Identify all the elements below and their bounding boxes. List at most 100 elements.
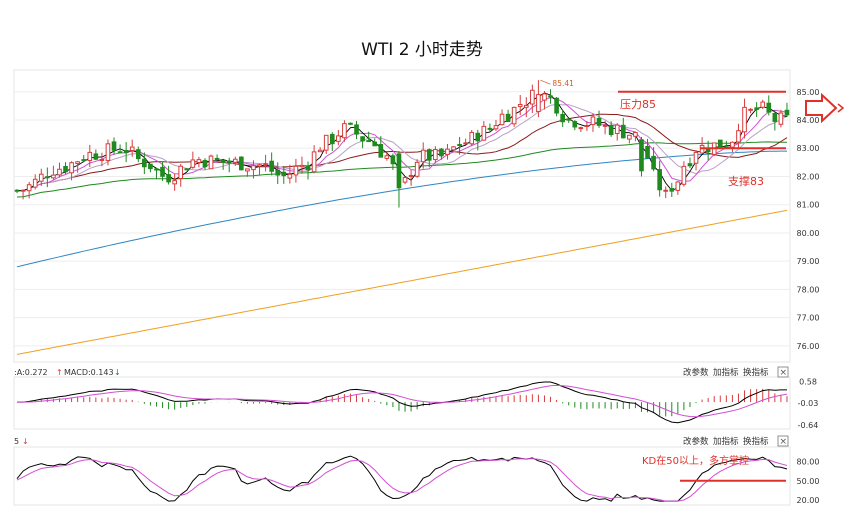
candle-body [590, 116, 596, 126]
panel-button-2[interactable]: 换指标 [743, 367, 769, 378]
price-grid [14, 91, 790, 347]
candle-body [166, 174, 171, 183]
chart-title: WTI 2 小时走势 [361, 40, 483, 60]
candle-body [669, 188, 675, 192]
candle-body [639, 139, 644, 172]
candle-body [566, 118, 572, 121]
candle-body [475, 132, 481, 142]
candle-body [469, 131, 475, 145]
candle-body [263, 163, 268, 166]
candle-body [766, 102, 772, 113]
kd-tick-label: 80.00 [797, 458, 820, 467]
candle-body [390, 155, 396, 165]
candle-body [663, 189, 669, 192]
candle-body [651, 155, 656, 170]
kd-k-line [16, 455, 788, 502]
close-box[interactable] [777, 435, 789, 447]
macd-dea-arrow: ↑ [56, 368, 63, 377]
candle-body [299, 164, 305, 168]
candle-body [208, 155, 214, 170]
price-tick-label: 83.00 [797, 144, 820, 153]
candle-body [378, 144, 384, 158]
candle-body [402, 177, 408, 183]
candle-body [57, 168, 62, 176]
candle-body [420, 149, 426, 163]
resistance-label: 压力85 [620, 98, 656, 111]
candle-body [614, 124, 620, 134]
candle-body [38, 173, 44, 182]
candle-body [311, 151, 317, 173]
price-tick-label: 84.00 [797, 116, 820, 125]
candle-body [226, 160, 232, 164]
candle-body [129, 146, 135, 151]
candle-body [487, 127, 493, 130]
candle-body [687, 163, 693, 167]
panel-button-0[interactable]: 改参数 [683, 436, 709, 447]
candle-body [81, 159, 87, 162]
panel-button-0[interactable]: 改参数 [683, 367, 709, 378]
panel-button-1[interactable]: 加指标 [713, 436, 739, 447]
candle-body [548, 95, 553, 98]
price-tick-label: 82.00 [797, 172, 820, 181]
macd-tick-label: 0.58 [799, 377, 817, 386]
arrow-shape [805, 92, 838, 124]
candle-body [572, 121, 578, 128]
close-box[interactable] [777, 366, 789, 378]
candle-body [602, 124, 608, 127]
candle-body [354, 124, 359, 135]
panel-button-2[interactable]: 换指标 [743, 436, 769, 447]
candle-body [220, 159, 226, 163]
macd-arrow: ↓ [114, 368, 121, 377]
candle-body [596, 117, 602, 126]
candle-body [287, 173, 293, 179]
candle-body [372, 141, 378, 147]
price-tick-label: 79.00 [797, 257, 820, 266]
panel-button-1[interactable]: 加指标 [713, 367, 739, 378]
kd-header-value: 5 [14, 437, 19, 446]
candle-body [20, 189, 26, 192]
candle-body [439, 148, 444, 157]
price-tick-label: 81.00 [797, 201, 820, 210]
candle-body [111, 141, 117, 151]
candle-body [123, 150, 129, 154]
candle-body [184, 168, 190, 171]
candle-body [451, 146, 456, 151]
candle-body [190, 159, 196, 168]
candle-body [117, 151, 123, 154]
price-tick-label: 77.00 [797, 314, 820, 323]
close-icon: × [780, 437, 788, 447]
price-panel [13, 69, 791, 363]
candle-body [93, 153, 99, 160]
candle-body [633, 131, 638, 137]
candle-body [172, 180, 177, 185]
candle-body [517, 103, 523, 107]
candle-body [717, 139, 723, 148]
candle-body [69, 162, 74, 174]
support-label: 支撑83 [728, 174, 764, 188]
kd-arrow: ↓ [22, 437, 29, 446]
candle-body [499, 113, 505, 126]
candle-body [511, 106, 517, 125]
candle-body [232, 158, 238, 163]
candle-body [26, 184, 32, 192]
candle-body [578, 127, 584, 130]
candle-body [463, 142, 468, 145]
price-tick-label: 85.00 [797, 88, 820, 97]
candle-body [87, 151, 93, 162]
macd-header: :A:0.272 ↑ MACD:0.143 ↓ 改参数 加指标 换指标 × [14, 366, 789, 378]
candle-body [396, 153, 402, 189]
candle-body [105, 143, 111, 161]
candle-body [493, 125, 499, 130]
kd-tick-label: 20.00 [797, 496, 820, 505]
candle-body [239, 156, 244, 171]
candle-body [63, 166, 68, 173]
candle-body [505, 113, 511, 123]
candle-body [348, 122, 353, 125]
candle-body [336, 135, 341, 142]
arrow-edge [837, 103, 845, 113]
candle-body [645, 146, 650, 159]
candle-body [323, 134, 329, 151]
ma-250-line [16, 209, 788, 355]
candle-body [281, 171, 287, 177]
candle-body [560, 113, 565, 123]
